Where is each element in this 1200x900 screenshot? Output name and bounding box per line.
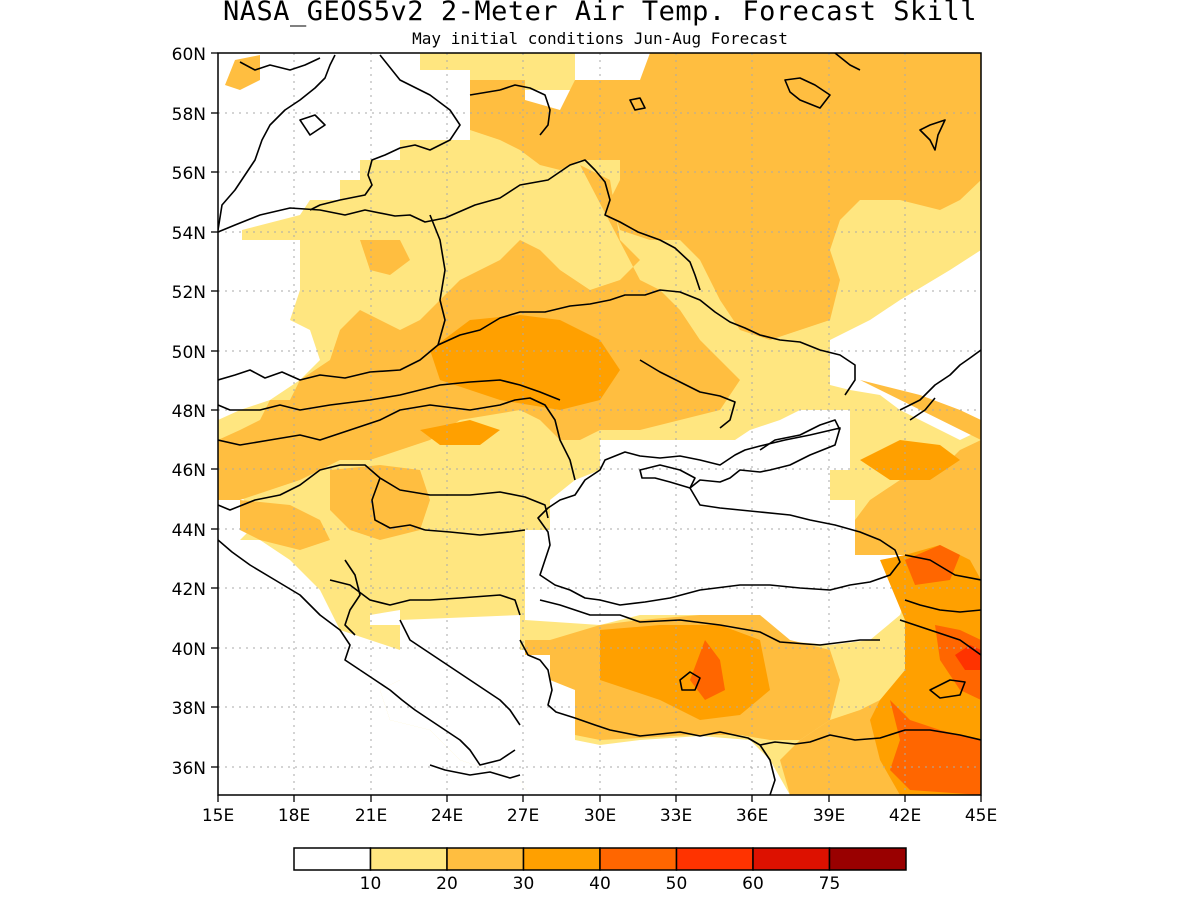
lon-label: 45E: [965, 806, 997, 826]
legend-label: 20: [436, 874, 458, 894]
lon-label: 36E: [736, 806, 768, 826]
skill-band-30-40: [430, 315, 620, 410]
legend-swatch: [752, 847, 831, 871]
legend-label: 75: [819, 874, 841, 894]
legend-swatch: [446, 847, 525, 871]
lat-label: 56N: [172, 164, 206, 184]
skill-band-20-30: [470, 53, 981, 340]
lat-label: 52N: [172, 283, 206, 303]
lat-label: 46N: [172, 461, 206, 481]
legend-swatch: [828, 847, 907, 871]
lon-label: 15E: [202, 806, 234, 826]
lon-label: 33E: [660, 806, 692, 826]
lat-label: 42N: [172, 580, 206, 600]
legend-label: 50: [666, 874, 688, 894]
legend-label: 10: [360, 874, 382, 894]
lat-label: 50N: [172, 343, 206, 363]
lat-label: 44N: [172, 521, 206, 541]
map-subtitle: May initial conditions Jun-Aug Forecast: [412, 29, 788, 48]
color-legend: 10 20 30 40 50 60 75: [293, 847, 907, 894]
legend-swatch: [599, 847, 678, 871]
lat-label: 60N: [172, 45, 206, 65]
skill-band-40-50: [690, 640, 725, 700]
lat-label: 48N: [172, 402, 206, 422]
lat-label: 54N: [172, 224, 206, 244]
legend-label: 40: [589, 874, 611, 894]
graticule: [218, 53, 981, 795]
map-title: NASA_GEOS5v2 2-Meter Air Temp. Forecast …: [223, 0, 977, 27]
longitude-labels: 15E 18E 21E 24E 27E 30E 33E 36E 39E 42E …: [202, 806, 997, 826]
latitude-labels: 60N 58N 56N 54N 52N 50N 48N 46N 44N 42N …: [172, 45, 206, 779]
legend-swatch: [675, 847, 754, 871]
lon-label: 18E: [278, 806, 310, 826]
legend-label: 30: [513, 874, 535, 894]
lon-label: 21E: [355, 806, 387, 826]
lat-label: 38N: [172, 699, 206, 719]
lon-label: 42E: [889, 806, 921, 826]
legend-swatch: [369, 847, 448, 871]
lat-label: 40N: [172, 640, 206, 660]
axis-ticks: [211, 52, 982, 802]
legend-label: 60: [742, 874, 764, 894]
lon-label: 27E: [507, 806, 539, 826]
legend-swatch: [293, 847, 372, 871]
lon-label: 24E: [431, 806, 463, 826]
lon-label: 39E: [813, 806, 845, 826]
lat-label: 58N: [172, 105, 206, 125]
low-skill-area: [218, 53, 575, 240]
legend-swatch: [522, 847, 601, 871]
lat-label: 36N: [172, 759, 206, 779]
coastlines: [218, 53, 981, 795]
skill-field: [218, 53, 981, 795]
lon-label: 30E: [584, 806, 616, 826]
